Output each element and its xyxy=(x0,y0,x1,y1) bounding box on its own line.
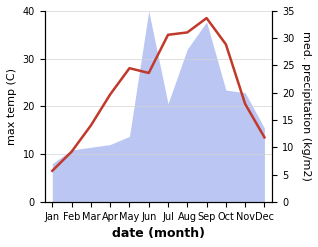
Y-axis label: med. precipitation (kg/m2): med. precipitation (kg/m2) xyxy=(301,31,311,181)
Y-axis label: max temp (C): max temp (C) xyxy=(7,68,17,145)
X-axis label: date (month): date (month) xyxy=(112,227,205,240)
